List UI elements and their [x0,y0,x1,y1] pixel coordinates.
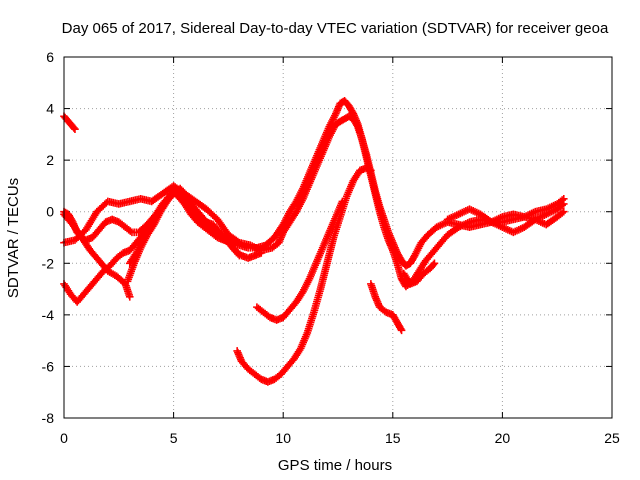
series-track-i [253,197,347,324]
data-point [559,195,568,203]
series-track-j [367,280,406,335]
x-tick-label: 20 [495,430,511,446]
series-track-l [443,205,568,237]
data-point [397,326,406,335]
y-tick-label: 2 [46,152,54,168]
y-tick-label: 4 [46,101,54,117]
data-point [235,251,244,260]
y-axis-title: SDTVAR / TECUs [5,178,22,298]
x-tick-label: 0 [60,430,68,446]
data-point [430,259,439,268]
x-tick-label: 15 [385,430,401,446]
plot-frame [63,56,613,419]
data-point [71,125,79,133]
y-tick-label: 6 [46,49,54,65]
x-tick-label: 10 [275,430,291,446]
data-point [125,293,134,301]
data-point [559,207,568,216]
y-tick-label: -8 [42,410,55,426]
data-point [257,249,266,257]
x-axis-title: GPS time / hours [278,457,392,474]
y-tick-label: -2 [42,255,55,271]
y-tick-label: -6 [42,358,55,374]
data-points [60,97,568,386]
series-track-k [399,259,439,288]
series-track-g [125,213,160,268]
y-tick-label: 0 [46,204,54,220]
x-tick-label: 25 [604,430,620,446]
data-point [152,213,160,221]
y-tick-label: -4 [42,307,55,323]
data-point [367,166,375,175]
grid-lines [64,57,612,418]
x-tick-label: 5 [170,430,178,446]
chart-title: Day 065 of 2017, Sidereal Day-to-day VTE… [62,20,609,37]
series-track-h [233,164,375,386]
data-point [338,197,347,206]
